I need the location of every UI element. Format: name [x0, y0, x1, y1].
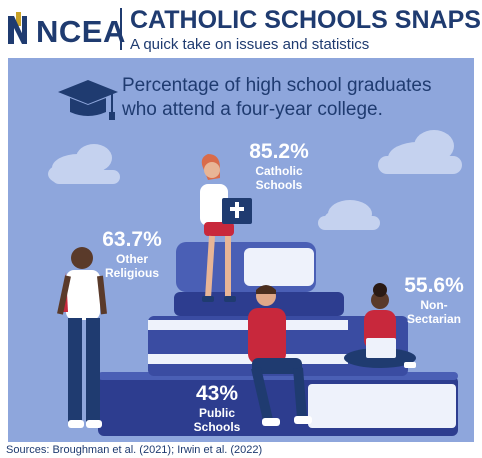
stat-non-sectarian-value: 55.6% [404, 274, 464, 297]
student-other-religious [57, 247, 107, 428]
stat-other-religious-label-1: Other [115, 252, 148, 266]
student-non-sectarian [344, 283, 416, 368]
header-divider [120, 8, 122, 50]
logo-text: NCEA [36, 14, 126, 49]
stat-catholic-value: 85.2% [249, 140, 309, 163]
student-public [248, 285, 312, 426]
ncea-logo-mark-icon [8, 12, 27, 44]
ncea-logo: NCEA [6, 8, 125, 49]
stat-other-religious-label-2: Religious [104, 266, 159, 280]
stat-non-sectarian-label-1: Non- [420, 298, 448, 312]
stat-non-sectarian-label-2: Sectarian [406, 312, 462, 326]
page-title: CATHOLIC SCHOOLS SNAPS [130, 6, 481, 34]
book-icon [174, 292, 344, 316]
stat-public: 43% Public Schools [184, 382, 250, 434]
stat-public-label-2: Schools [193, 420, 241, 434]
stat-other-religious: 63.7% Other Religious [96, 228, 168, 280]
stat-public-label-1: Public [198, 406, 235, 420]
cross-icon [230, 202, 244, 218]
stat-catholic-label-1: Catholic [255, 164, 303, 178]
book-stack [98, 242, 458, 436]
header: NCEA CATHOLIC SCHOOLS SNAPS A quick take… [0, 0, 482, 58]
stat-public-value: 43% [195, 382, 239, 405]
stat-catholic-label-2: Schools [255, 178, 303, 192]
cloud-left-icon [48, 144, 120, 184]
sources-footer: Sources: Broughman et al. (2021); Irwin … [6, 444, 263, 456]
cloud-right-icon [378, 130, 462, 174]
stat-other-religious-value: 63.7% [102, 228, 162, 251]
book-icon [366, 338, 396, 358]
illustration-scene [48, 80, 462, 436]
graduation-cap-icon [58, 80, 118, 120]
infographic-panel: Percentage of high school graduates who … [8, 58, 474, 442]
student-catholic [200, 154, 252, 302]
page-subtitle: A quick take on issues and statistics [130, 36, 370, 53]
cloud-middle-icon [318, 200, 380, 230]
stat-non-sectarian: 55.6% Non- Sectarian [396, 274, 472, 326]
question-text: Percentage of high school graduates who … [122, 75, 432, 120]
stat-catholic: 85.2% Catholic Schools [234, 140, 324, 192]
